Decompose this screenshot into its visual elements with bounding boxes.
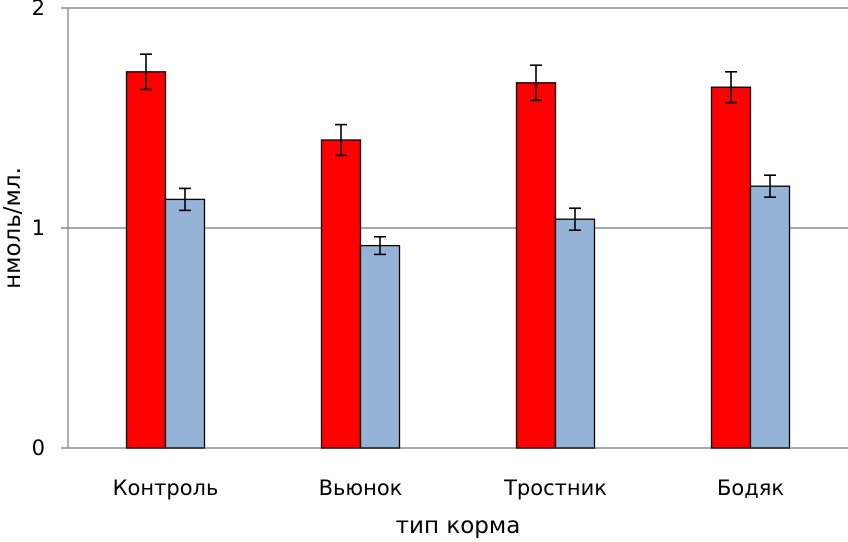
bar-Контроль-series-2 <box>164 198 206 449</box>
x-tick-label: Бодяк <box>717 476 784 500</box>
y-tick-labels: 0 1 2 <box>32 0 45 460</box>
x-axis-title: тип корма <box>396 513 521 539</box>
bars <box>125 71 791 449</box>
x-tick-labels: Контроль Вьюнок Тростник Бодяк <box>113 476 784 500</box>
x-tick-label: Вьюнок <box>319 476 403 500</box>
y-tick-label: 1 <box>32 216 45 240</box>
y-tick-label: 0 <box>32 436 45 460</box>
bar-Тростник-series-2 <box>554 218 596 449</box>
bar-Контроль-series-1 <box>125 71 167 449</box>
x-tick-label: Контроль <box>113 476 219 500</box>
error-bars <box>140 53 776 256</box>
bar-Тростник-series-1 <box>515 82 557 449</box>
x-tick-label: Тростник <box>503 476 607 500</box>
bar-Вьюнок-series-1 <box>320 139 362 449</box>
bar-Бодяк-series-1 <box>710 86 752 449</box>
bar-Вьюнок-series-2 <box>359 244 401 449</box>
y-axis-title: нмоль/мл. <box>0 167 26 289</box>
y-tick-label: 2 <box>32 0 45 20</box>
bar-Бодяк-series-2 <box>749 185 791 449</box>
